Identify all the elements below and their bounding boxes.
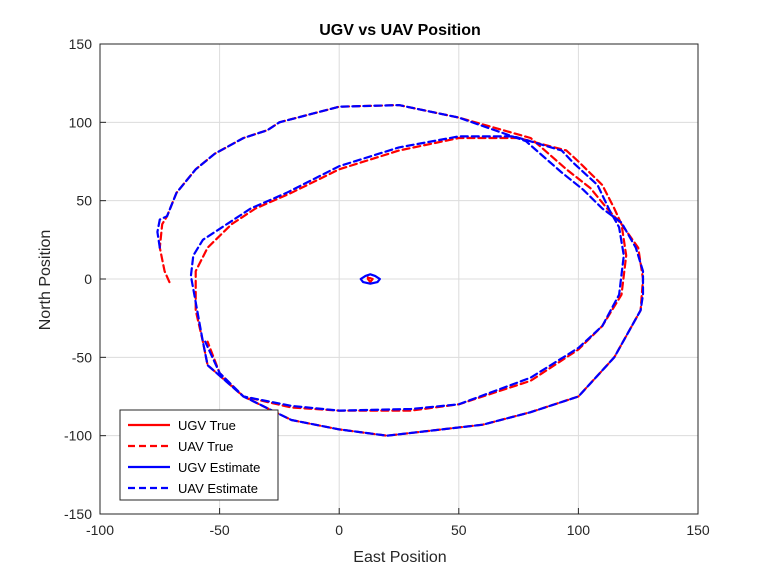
y-tick-label: 150: [69, 36, 93, 52]
series-line-ugv-true: [366, 276, 374, 284]
legend: UGV True UAV True UGV Estimate UAV Estimate: [119, 409, 279, 501]
chart-title: UGV vs UAV Position: [319, 22, 481, 39]
y-tick-label: -50: [72, 349, 92, 365]
series-layer: [156, 103, 645, 437]
y-tick-label: -100: [64, 428, 92, 444]
legend-entry-label: UGV True: [178, 418, 236, 433]
y-axis-label: North Position: [37, 230, 54, 331]
legend-entry-label: UAV Estimate: [178, 481, 258, 496]
y-tick-label: -150: [64, 506, 92, 522]
x-axis-label: East Position: [353, 549, 446, 566]
series-line-uav-estimate: [156, 103, 645, 437]
x-tick-label: -50: [209, 522, 229, 538]
y-tick-label: 100: [69, 114, 93, 130]
y-axis-ticks: -150 -100 -50 0 50 100 150: [64, 36, 106, 522]
series-line-ugv-estimate: [359, 273, 381, 285]
legend-entry-label: UAV True: [178, 439, 233, 454]
x-tick-label: -100: [86, 522, 114, 538]
y-tick-label: 50: [76, 193, 92, 209]
x-tick-label: 50: [451, 522, 467, 538]
x-tick-label: 100: [567, 522, 591, 538]
y-tick-label: 0: [84, 271, 92, 287]
legend-entry-label: UGV Estimate: [178, 460, 260, 475]
x-axis-ticks: -100 -50 0 50 100 150: [86, 508, 710, 538]
x-tick-label: 0: [335, 522, 343, 538]
x-tick-label: 150: [686, 522, 710, 538]
